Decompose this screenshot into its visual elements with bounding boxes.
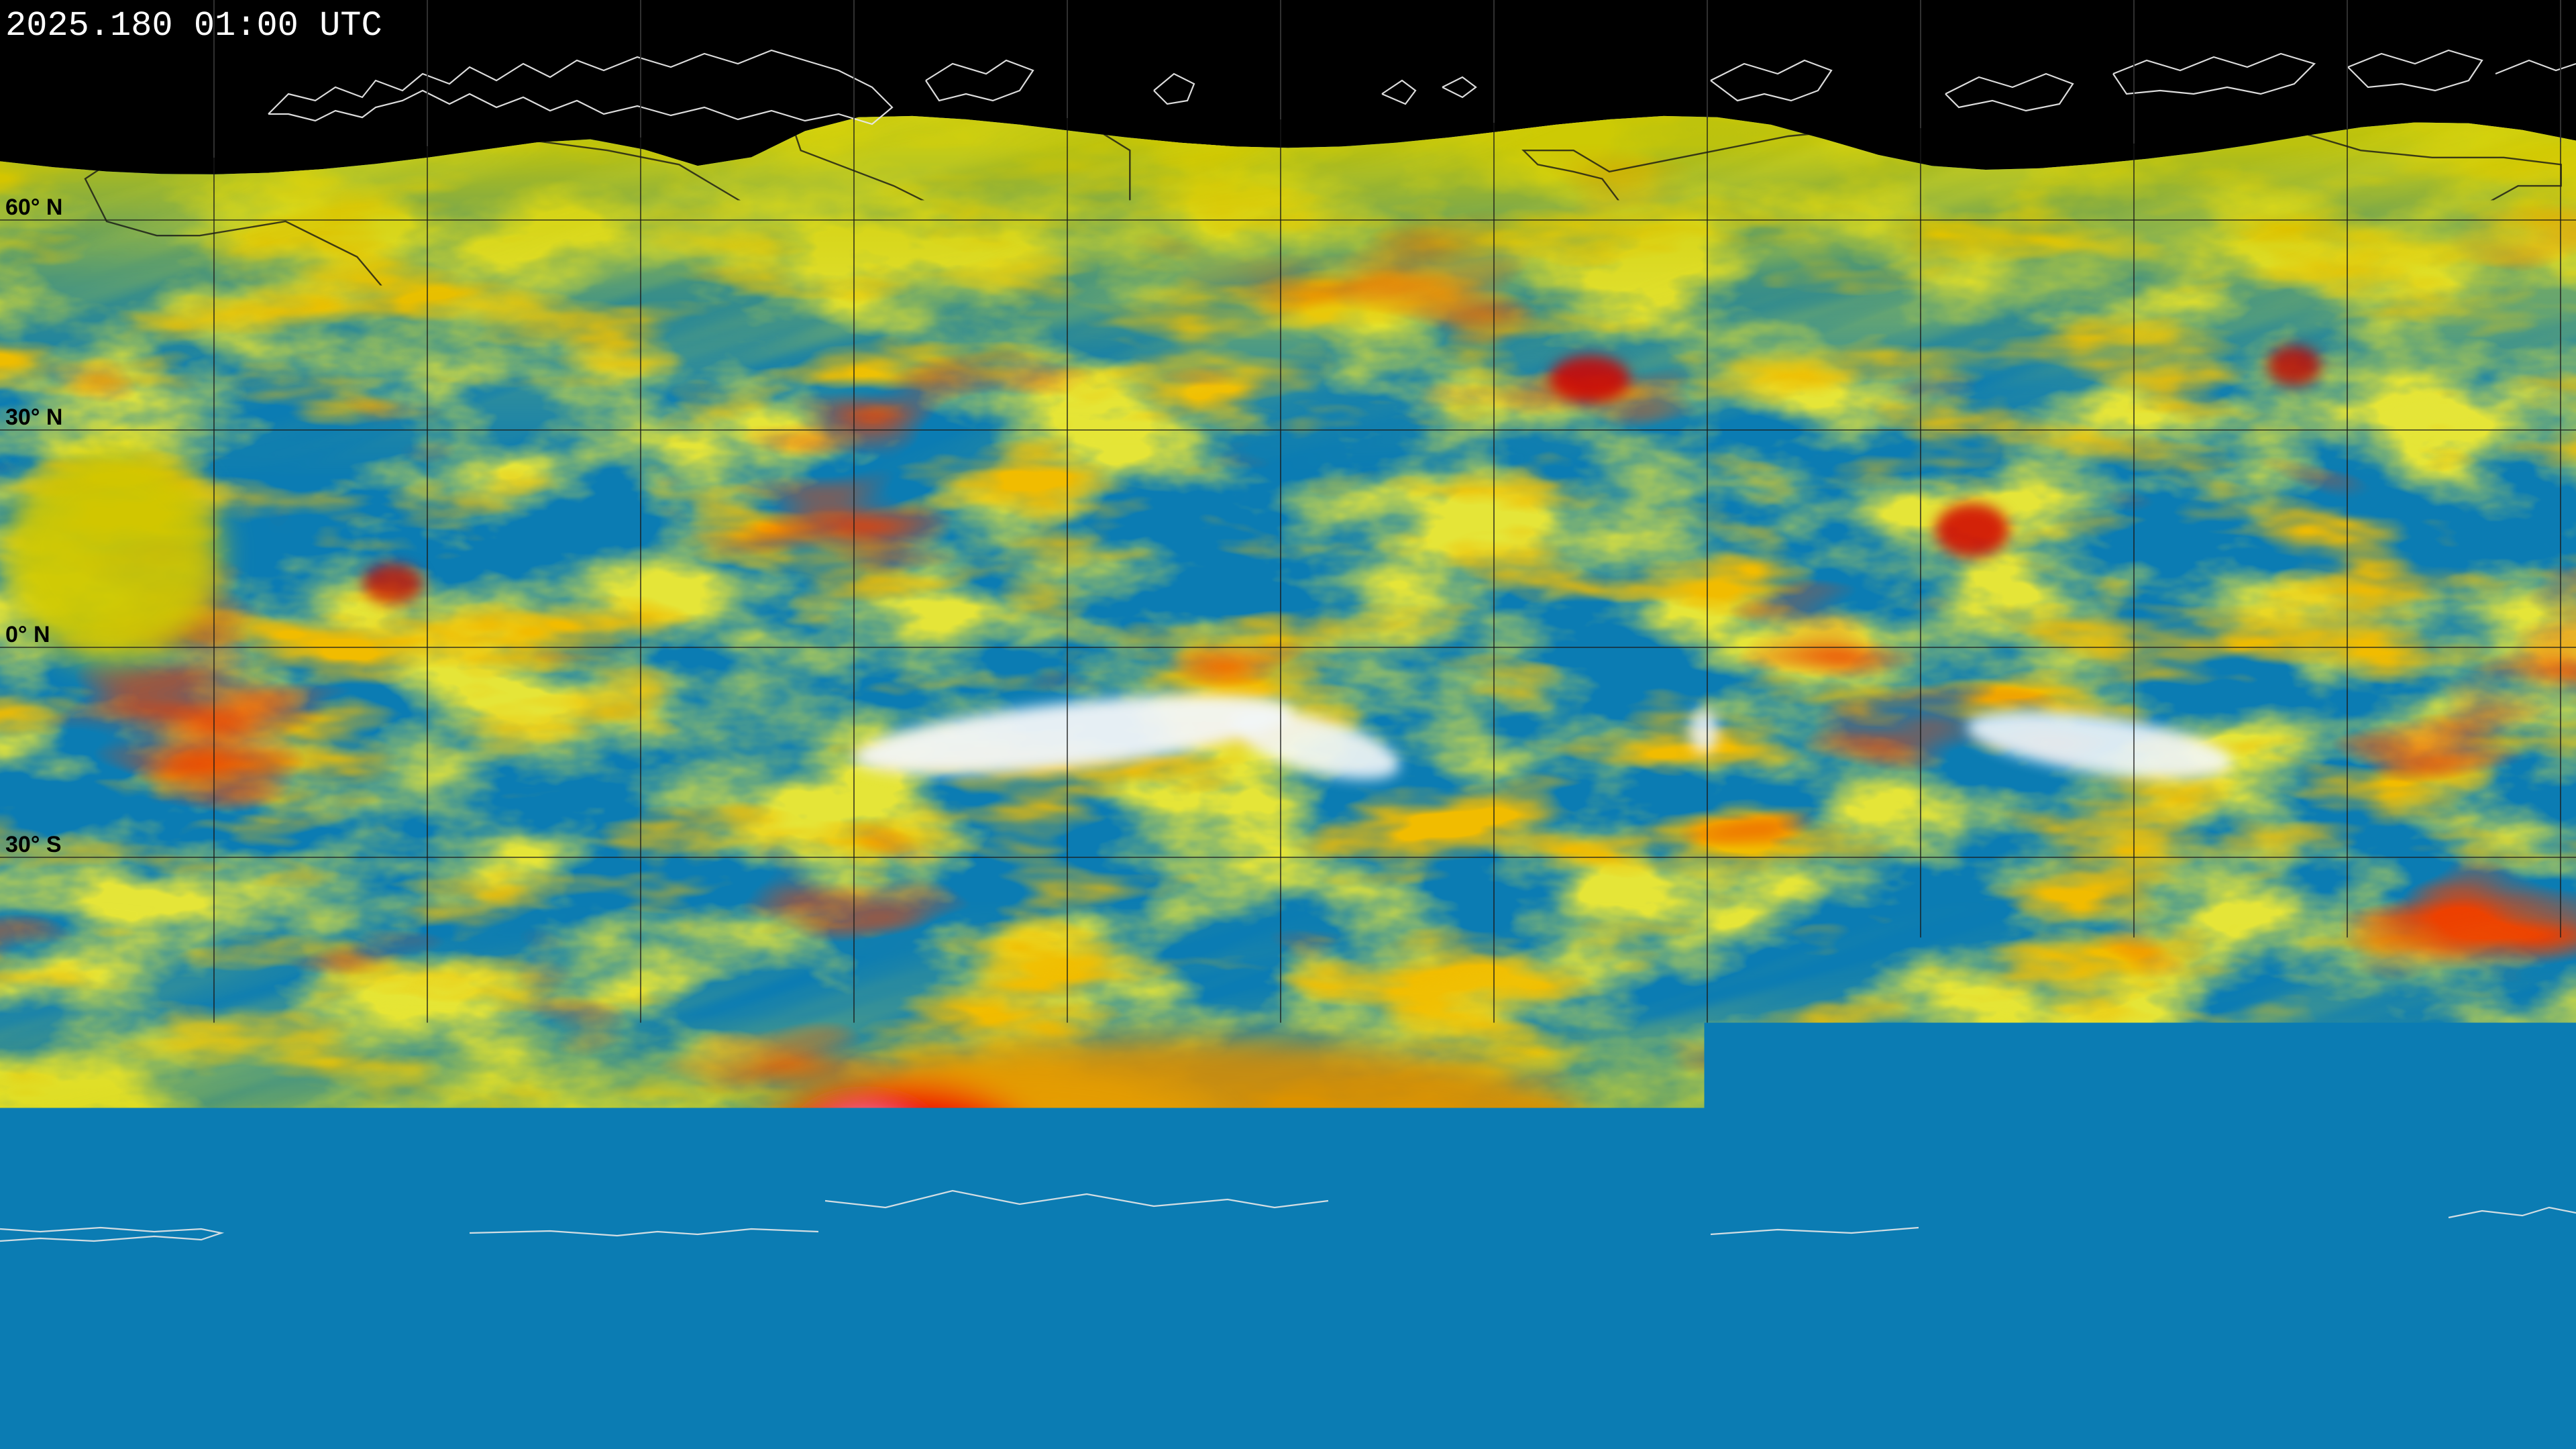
svg-text:230: 230 xyxy=(1136,1349,1177,1375)
svg-text:190: 190 xyxy=(785,1349,826,1375)
svg-text:290: 290 xyxy=(1662,1349,1703,1375)
svg-text:220: 220 xyxy=(1048,1349,1089,1375)
svg-text:0° N: 0° N xyxy=(5,622,50,647)
svg-text:260: 260 xyxy=(1399,1349,1440,1375)
svg-text:2025.180 01:00 UTC: 2025.180 01:00 UTC xyxy=(5,6,382,46)
svg-text:60° S: 60° S xyxy=(5,1046,62,1072)
svg-text:180: 180 xyxy=(697,1349,738,1375)
svg-text:200: 200 xyxy=(873,1349,914,1375)
svg-text:210: 210 xyxy=(960,1349,1001,1375)
svg-text:270: 270 xyxy=(1487,1349,1527,1375)
svg-text:30° S: 30° S xyxy=(5,832,62,857)
svg-text:310: 310 xyxy=(1838,1349,1879,1375)
svg-text:Brightness Temperature in 6.75: Brightness Temperature in 6.75um, Kelvin xyxy=(975,1386,1587,1415)
svg-text:280: 280 xyxy=(1574,1349,1615,1375)
svg-text:300: 300 xyxy=(1750,1349,1791,1375)
svg-text:240: 240 xyxy=(1224,1349,1265,1375)
svg-text:60° N: 60° N xyxy=(5,195,62,220)
svg-text:30° N: 30° N xyxy=(5,405,62,430)
svg-text:250: 250 xyxy=(1311,1349,1352,1375)
